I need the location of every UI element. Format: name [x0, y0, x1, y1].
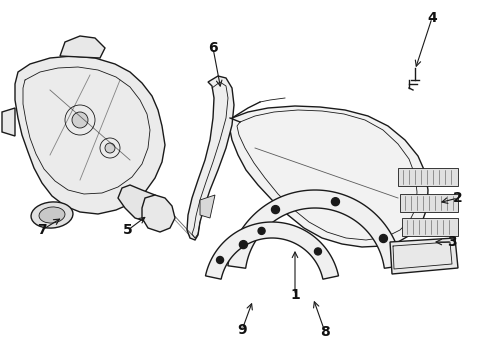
Polygon shape: [398, 168, 458, 186]
Circle shape: [271, 206, 279, 213]
Circle shape: [105, 143, 115, 153]
Text: 3: 3: [447, 235, 457, 249]
Polygon shape: [2, 108, 15, 136]
Circle shape: [331, 198, 340, 206]
Ellipse shape: [31, 202, 73, 228]
Polygon shape: [60, 36, 105, 58]
Circle shape: [315, 248, 321, 255]
Text: 5: 5: [123, 223, 133, 237]
Text: 1: 1: [290, 288, 300, 302]
Text: 4: 4: [427, 11, 437, 25]
Circle shape: [379, 234, 388, 243]
Polygon shape: [402, 218, 458, 236]
Polygon shape: [390, 238, 458, 274]
Circle shape: [217, 256, 223, 264]
Text: 2: 2: [453, 191, 463, 205]
Circle shape: [72, 112, 88, 128]
Circle shape: [240, 240, 247, 249]
Polygon shape: [228, 190, 402, 268]
Polygon shape: [187, 76, 234, 240]
Polygon shape: [205, 222, 339, 279]
Polygon shape: [400, 194, 458, 212]
Text: 6: 6: [208, 41, 218, 55]
Polygon shape: [200, 195, 215, 218]
Text: 8: 8: [320, 325, 330, 339]
Polygon shape: [142, 195, 175, 232]
Text: 7: 7: [37, 223, 47, 237]
Text: 9: 9: [237, 323, 247, 337]
Polygon shape: [230, 106, 428, 247]
Ellipse shape: [39, 207, 65, 223]
Circle shape: [258, 228, 265, 234]
Polygon shape: [118, 185, 162, 222]
Polygon shape: [15, 56, 165, 214]
